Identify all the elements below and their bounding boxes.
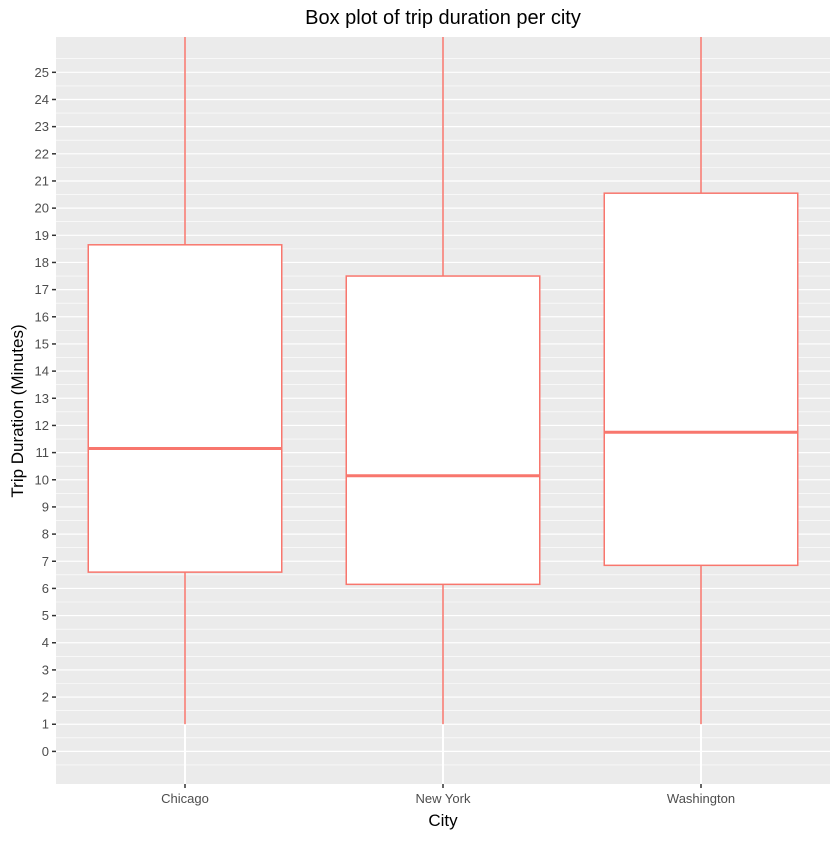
y-tick-label: 17	[35, 282, 49, 297]
box-new-york	[345, 37, 541, 784]
y-tick-label: 2	[42, 690, 49, 705]
y-tick-label: 18	[35, 255, 49, 270]
y-tick-label: 22	[35, 146, 49, 161]
x-axis: Chicago New York Washington	[161, 784, 735, 806]
y-tick-label: 13	[35, 391, 49, 406]
y-axis-title: Trip Duration (Minutes)	[8, 324, 27, 497]
y-tick-label: 12	[35, 418, 49, 433]
y-tick-label: 0	[42, 744, 49, 759]
box-chicago	[87, 37, 283, 784]
y-tick-label: 14	[35, 364, 49, 379]
y-tick-label: 7	[42, 554, 49, 569]
y-tick-label: 6	[42, 581, 49, 596]
y-tick-label: 1	[42, 717, 49, 732]
y-tick-label: 21	[35, 173, 49, 188]
box-iqr	[345, 275, 541, 586]
y-tick-label: 24	[35, 92, 49, 107]
y-tick-label: 10	[35, 472, 49, 487]
y-tick-label: 19	[35, 228, 49, 243]
y-tick-label: 3	[42, 662, 49, 677]
box-iqr	[87, 244, 283, 573]
y-tick-label: 16	[35, 309, 49, 324]
y-tick-label: 5	[42, 608, 49, 623]
y-axis: 0123456789101112131415161718192021222324…	[35, 65, 56, 759]
y-tick-label: 25	[35, 65, 49, 80]
x-axis-title: City	[428, 811, 458, 830]
y-tick-label: 8	[42, 527, 49, 542]
box-washington	[603, 37, 799, 784]
chart-title: Box plot of trip duration per city	[305, 7, 581, 29]
box-iqr	[603, 192, 799, 567]
y-tick-label: 11	[36, 445, 50, 460]
x-tick-label: New York	[416, 791, 471, 806]
y-tick-label: 9	[42, 499, 49, 514]
y-tick-label: 4	[42, 635, 49, 650]
y-tick-label: 20	[35, 201, 49, 216]
x-tick-label: Chicago	[161, 791, 209, 806]
y-tick-label: 23	[35, 119, 49, 134]
y-tick-label: 15	[35, 336, 49, 351]
x-tick-label: Washington	[667, 791, 735, 806]
boxes	[87, 37, 799, 784]
